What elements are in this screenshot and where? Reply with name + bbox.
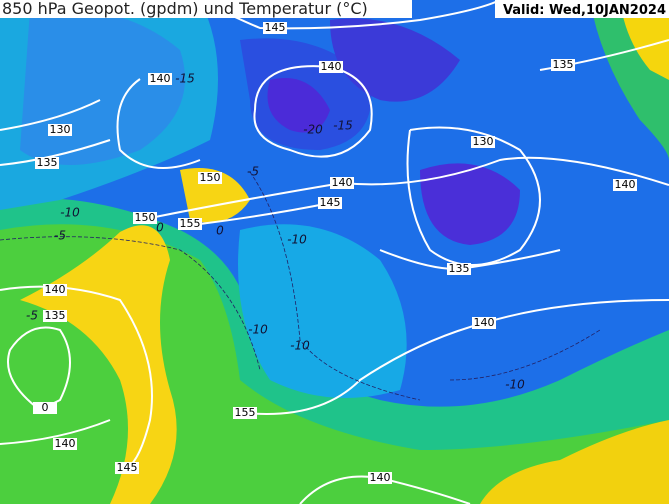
label-box	[472, 317, 496, 329]
label-box	[330, 177, 354, 189]
height-label-text: 135	[553, 58, 574, 71]
label-box	[447, 263, 471, 275]
height-label-text: 145	[320, 196, 341, 209]
label-box	[319, 61, 343, 73]
label-box	[115, 462, 139, 474]
temperature-label: -15	[333, 119, 353, 133]
temperature-labels: -15 -20 -15 -5 -10 -5 0 -10 0 -5 -10 -10 -10	[26, 72, 525, 392]
label-box	[43, 284, 67, 296]
height-label: 135	[447, 262, 471, 275]
temperature-label: -10	[60, 206, 80, 220]
height-label-text: 145	[265, 21, 286, 34]
height-label-text: 155	[180, 217, 201, 230]
height-label: 135	[43, 309, 67, 322]
temperature-label: -15	[175, 72, 195, 86]
height-label: 130	[471, 135, 495, 148]
temperature-label: 0	[216, 224, 224, 238]
height-label-text: 140	[474, 316, 495, 329]
height-label-text: 0	[42, 401, 49, 414]
height-label-text: 155	[235, 406, 256, 419]
temperature-label: -10	[287, 233, 307, 247]
height-label: 145	[263, 21, 287, 34]
temperature-label: -10	[248, 323, 268, 337]
label-box	[35, 157, 59, 169]
height-label-text: 140	[332, 176, 353, 189]
temperature-label: -10	[505, 378, 525, 392]
height-label-text: 140	[150, 72, 171, 85]
label-box	[613, 179, 637, 191]
label-box	[471, 136, 495, 148]
height-label-text: 150	[200, 171, 221, 184]
height-label: 0	[33, 401, 57, 414]
height-label-text: 135	[37, 156, 58, 169]
label-box	[318, 197, 342, 209]
height-label: 145	[115, 461, 139, 474]
valid-background	[495, 0, 669, 18]
temperature-label: -20	[303, 123, 323, 137]
label-box	[33, 402, 57, 414]
label-box	[551, 59, 575, 71]
label-box	[43, 310, 67, 322]
temperature-contours	[0, 171, 601, 401]
temperature-label: -5	[54, 229, 66, 243]
height-label-text: 135	[45, 309, 66, 322]
height-label-text: 140	[45, 283, 66, 296]
temperature-label: -10	[290, 339, 310, 353]
height-label: 140	[43, 283, 67, 296]
height-label-text: 140	[615, 178, 636, 191]
height-label-text: 150	[135, 211, 156, 224]
height-label: 150	[133, 211, 157, 224]
label-box	[233, 407, 257, 419]
temperature-label: -5	[247, 165, 259, 179]
label-box	[368, 472, 392, 484]
height-label-text: 130	[50, 123, 71, 136]
height-labels: 145 140 140 135 130 135 130 150 140 145 150 155 140 1…	[33, 21, 637, 484]
height-label: 135	[551, 58, 575, 71]
height-label: 140	[53, 437, 77, 450]
label-box	[48, 124, 72, 136]
label-box	[198, 172, 222, 184]
height-label-text: 140	[370, 471, 391, 484]
label-box	[133, 212, 157, 224]
height-label: 140	[368, 471, 392, 484]
label-box	[53, 438, 77, 450]
label-box	[263, 22, 287, 34]
map-title: 850 hPa Geopot. (gpdm) und Temperatur (°…	[2, 0, 368, 18]
height-label: 130	[48, 123, 72, 136]
height-label-text: 130	[473, 135, 494, 148]
height-label-text: 145	[117, 461, 138, 474]
height-label: 155	[233, 406, 257, 419]
height-label: 155	[178, 217, 202, 230]
label-box	[178, 218, 202, 230]
label-box	[148, 73, 172, 85]
height-label: 140	[319, 60, 343, 73]
temperature-label: -5	[26, 309, 38, 323]
temperature-label: 0	[156, 221, 164, 235]
valid-time: Valid: Wed,10JAN2024	[503, 3, 666, 18]
height-label-text: 135	[449, 262, 470, 275]
height-label-text: 140	[321, 60, 342, 73]
height-label: 145	[318, 196, 342, 209]
title-background	[0, 0, 412, 18]
height-label: 140	[472, 316, 496, 329]
height-label: 150	[198, 171, 222, 184]
height-label: 140	[330, 176, 354, 189]
height-label: 140	[148, 72, 172, 85]
height-label: 135	[35, 156, 59, 169]
height-label: 140	[613, 178, 637, 191]
height-label-text: 140	[55, 437, 76, 450]
